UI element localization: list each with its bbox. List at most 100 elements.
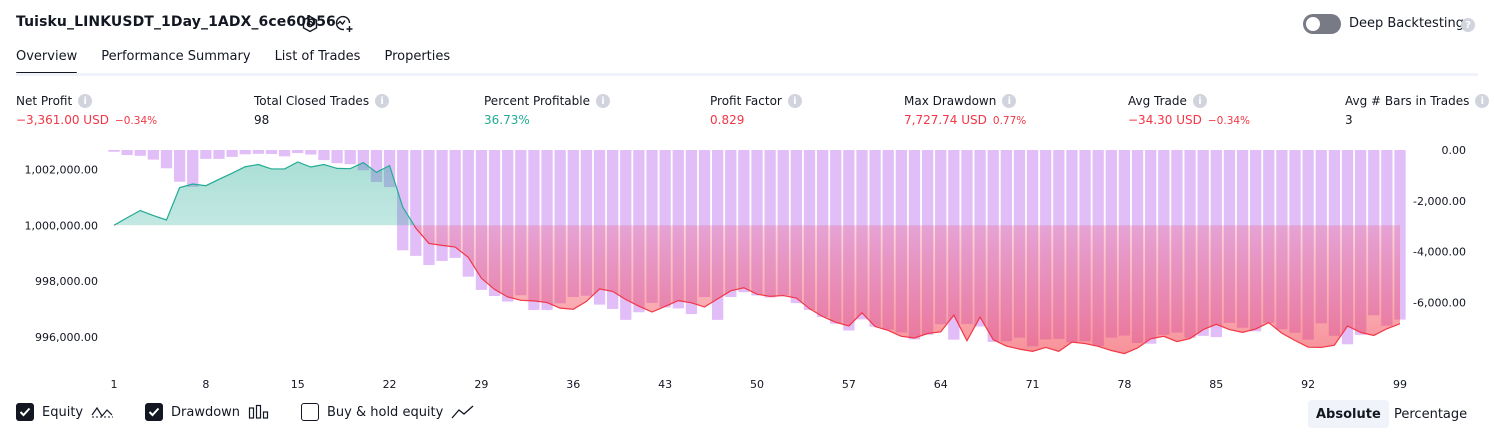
absolute-button[interactable]: Absolute [1308, 400, 1389, 428]
legend-buy-hold-label: Buy & hold equity [327, 404, 444, 420]
drawdown-bar [580, 150, 593, 296]
equity-line-loss [114, 225, 1401, 355]
drawdown-bar [567, 150, 579, 298]
drawdown-bar [173, 150, 186, 182]
drawdown-bar [134, 150, 146, 156]
x-axis: 1 8 15 22 29 36 43 50 57 64 71 78 85 92 99 [111, 378, 1408, 391]
info-icon[interactable]: i [1192, 94, 1207, 108]
info-icon[interactable]: i [375, 94, 390, 108]
metric-percent: 0.77% [992, 115, 1027, 127]
metric-label: Avg # Bars in Trades [1345, 94, 1470, 108]
drawdown-bar [370, 150, 383, 182]
drawdown-bar [397, 150, 409, 251]
right-axis-tick: -6,000.00 [1413, 296, 1466, 309]
metric-label: Max Drawdown [904, 94, 997, 108]
add-to-chart-icon[interactable] [334, 14, 354, 34]
settings-icon[interactable] [300, 14, 320, 34]
metric-value: 0.829 [710, 113, 745, 127]
drawdown-bar [344, 150, 356, 165]
drawdown-bar [121, 150, 133, 156]
x-axis-tick: 36 [566, 378, 580, 391]
left-axis: 1,002,000.00 1,000,000.00 998,000.00 996,00… [25, 164, 98, 344]
metric-value: −34.30 USD [1128, 113, 1202, 127]
x-axis-tick: 57 [842, 378, 856, 391]
drawdown-bar [777, 150, 789, 296]
legend-equity[interactable]: Equity [16, 403, 115, 421]
x-axis-tick: 64 [934, 378, 948, 391]
x-axis-tick: 50 [750, 378, 764, 391]
info-icon[interactable]: i [595, 94, 610, 108]
equity-area-loss [414, 225, 1400, 354]
info-icon[interactable]: i [1475, 94, 1490, 108]
drawdown-bar [357, 150, 369, 171]
right-axis: 0.00 -2,000.00 -4,000.00 -6,000.00 [1413, 144, 1466, 309]
drawdown-bar [331, 150, 343, 164]
metric-total-closed-trades: Total Closed Trades i 98 [254, 94, 390, 127]
drawdown-bar [226, 150, 238, 157]
x-axis-tick: 22 [383, 378, 397, 391]
x-axis-tick: 43 [658, 378, 672, 391]
tab-properties[interactable]: Properties [384, 49, 451, 64]
tab-performance-summary[interactable]: Performance Summary [101, 49, 251, 64]
right-axis-tick: -4,000.00 [1413, 246, 1466, 259]
drawdown-bar [147, 150, 160, 160]
drawdown-bar [751, 150, 763, 296]
tab-divider [16, 73, 1478, 76]
left-axis-tick: 998,000.00 [35, 275, 98, 288]
info-icon[interactable]: i [787, 94, 802, 108]
metric-percent: −0.34% [114, 115, 158, 127]
equity-chart[interactable]: 1,002,000.00 1,000,000.00 998,000.00 996,00… [0, 140, 1494, 395]
drawdown-bar [252, 150, 264, 154]
drawdown-bar [449, 150, 461, 258]
help-icon[interactable]: ? [1461, 18, 1475, 32]
drawdown-bar [108, 150, 120, 152]
x-axis-tick: 71 [1026, 378, 1040, 391]
x-axis-tick: 85 [1209, 378, 1223, 391]
percentage-button[interactable]: Percentage [1394, 406, 1468, 422]
left-axis-tick: 1,002,000.00 [25, 164, 98, 177]
drawdown-bar [278, 150, 291, 157]
metric-percent: −0.34% [1207, 115, 1251, 127]
legend-equity-label: Equity [42, 404, 84, 420]
metric-percent-profitable: Percent Profitable i 36.73% [484, 94, 610, 127]
legend-drawdown[interactable]: Drawdown [145, 403, 270, 421]
drawdown-bar [187, 150, 199, 187]
left-axis-tick: 996,000.00 [35, 331, 98, 344]
metric-label: Percent Profitable [484, 94, 590, 108]
drawdown-bar [725, 150, 737, 298]
drawdown-bar [462, 150, 474, 277]
drawdown-bar [239, 150, 251, 155]
info-icon[interactable]: i [78, 94, 93, 108]
x-axis-tick: 8 [202, 378, 209, 391]
drawdown-bar [305, 150, 317, 155]
tab-list-of-trades[interactable]: List of Trades [274, 49, 361, 64]
drawdown-bar [318, 150, 330, 161]
tab-overview[interactable]: Overview [16, 48, 78, 75]
legend-drawdown-label: Drawdown [171, 404, 241, 420]
metric-profit-factor: Profit Factor i 0.829 [710, 94, 802, 127]
drawdown-bar [265, 150, 278, 155]
drawdown-bar [200, 150, 212, 159]
metric-label: Total Closed Trades [254, 94, 370, 108]
drawdown-checkbox[interactable] [145, 403, 163, 421]
x-axis-tick: 78 [1117, 378, 1131, 391]
drawdown-bar [488, 150, 501, 297]
metric-net-profit: Net Profit i −3,361.00 USD −0.34% [16, 94, 157, 127]
x-axis-tick: 92 [1301, 378, 1315, 391]
buy-hold-checkbox[interactable] [301, 403, 319, 421]
right-axis-tick: 0.00 [1442, 144, 1467, 157]
drawdown-bar [698, 150, 711, 298]
drawdown-bar [292, 150, 304, 154]
equity-checkbox[interactable] [16, 403, 34, 421]
drawdown-bar [160, 150, 173, 169]
metric-value: 3 [1345, 113, 1353, 127]
metric-label: Net Profit [16, 94, 73, 108]
drawdown-bar [423, 150, 435, 266]
drawdown-bar [213, 150, 225, 159]
tab-bar: Overview Performance Summary List of Tra… [16, 48, 451, 75]
deep-backtesting-toggle[interactable] [1303, 14, 1341, 34]
left-axis-tick: 1,000,000.00 [25, 219, 98, 232]
legend-buy-hold[interactable]: Buy & hold equity [301, 403, 475, 421]
info-icon[interactable]: i [1002, 94, 1017, 108]
equity-line-icon [91, 406, 114, 418]
